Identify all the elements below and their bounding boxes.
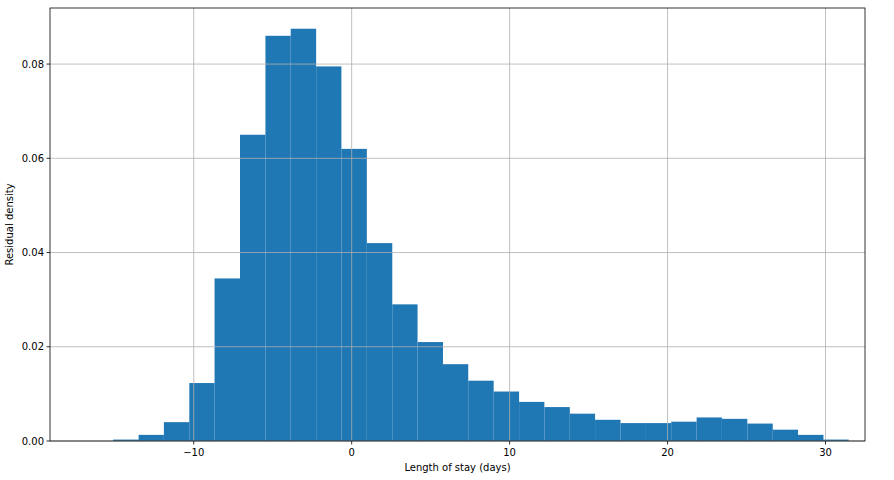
tick-label: 20 (661, 447, 674, 458)
bar (392, 304, 417, 441)
tick-label: 0.06 (22, 153, 44, 164)
bar (189, 383, 214, 441)
bar (240, 135, 265, 441)
bar (595, 420, 620, 441)
tick (825, 441, 826, 445)
tick (193, 441, 194, 445)
bar (215, 278, 240, 441)
tick (47, 158, 51, 159)
grid-line (50, 158, 865, 159)
tick-label: 0 (348, 447, 354, 458)
tick (47, 252, 51, 253)
bar (519, 402, 544, 441)
y-axis-label: Residual density (4, 183, 15, 265)
bar (697, 417, 722, 441)
bar (671, 422, 696, 441)
bar (367, 243, 392, 441)
frame (50, 8, 865, 441)
grid-line (50, 252, 865, 253)
tick-label: 0.02 (22, 341, 44, 352)
grid-line (351, 8, 352, 441)
bars (113, 29, 849, 441)
bar (443, 364, 468, 441)
bar (722, 419, 747, 441)
tick (351, 441, 352, 445)
bar (798, 435, 823, 441)
tick-label: 0.04 (22, 247, 44, 258)
bar (341, 149, 366, 441)
bar (468, 381, 493, 441)
axes: −10 0 10 20 30 0.00 0.02 0.04 0.06 0.08 (22, 59, 832, 458)
bar (164, 422, 189, 441)
bar (494, 392, 519, 441)
grid (50, 8, 865, 441)
background (0, 0, 894, 480)
bar (265, 36, 290, 441)
tick-label: −10 (183, 447, 204, 458)
tick-label: 30 (819, 447, 832, 458)
bar (773, 430, 798, 441)
bar (621, 423, 646, 441)
grid-line (50, 64, 865, 65)
grid-line (193, 8, 194, 441)
tick-label: 0.08 (22, 59, 44, 70)
tick (47, 64, 51, 65)
chart: −10 0 10 20 30 0.00 0.02 0.04 0.06 0.08 Length of … (0, 0, 894, 480)
tick (47, 441, 51, 442)
x-axis-label: Length of stay (days) (404, 462, 510, 473)
grid-line (667, 8, 668, 441)
bar (747, 424, 772, 441)
grid-line (825, 8, 826, 441)
tick-label: 10 (503, 447, 516, 458)
tick (509, 441, 510, 445)
bar (139, 435, 164, 441)
bar (418, 342, 443, 441)
bar (570, 414, 595, 441)
bar (544, 407, 569, 441)
tick (667, 441, 668, 445)
tick (47, 346, 51, 347)
bar (291, 29, 316, 441)
bar (316, 66, 341, 441)
tick-label: 0.00 (22, 436, 44, 447)
grid-line (50, 346, 865, 347)
grid-line (509, 8, 510, 441)
